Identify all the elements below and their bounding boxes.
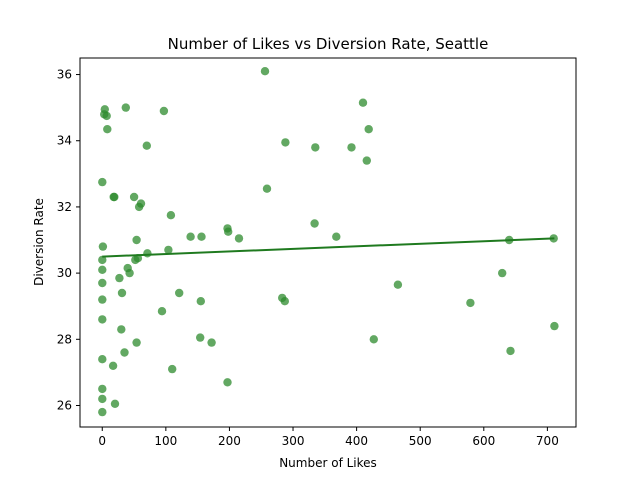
data-point [98,394,107,404]
data-point [506,346,515,356]
data-point [196,333,205,342]
data-point [115,273,124,283]
data-point [280,297,289,306]
data-point [175,288,184,298]
x-tick-label: 500 [409,434,432,448]
data-point [98,407,107,417]
data-point [98,384,107,394]
y-axis: 26 28 30 32 34 36 [57,68,80,412]
data-point [310,219,319,228]
trend-line [102,237,555,258]
y-axis-label: Diversion Rate [32,198,46,286]
x-tick-label: 300 [282,434,305,448]
data-point [466,298,475,308]
data-point [197,232,206,241]
data-point [498,268,507,278]
data-point [550,321,559,331]
data-point [262,184,272,193]
data-point [108,361,118,370]
trend-line-layer [102,237,555,258]
data-point [157,307,167,316]
y-tick-label: 26 [57,398,72,412]
data-point [98,355,107,364]
data-point [369,335,378,344]
data-point [98,315,107,324]
chart-title: Number of Likes vs Diversion Rate, Seatt… [168,35,489,53]
data-point [393,280,403,289]
data-point [117,288,127,298]
data-point [281,138,290,147]
data-point [132,235,141,245]
data-point [136,199,146,208]
x-tick-label: 100 [154,434,177,448]
data-point [98,265,107,274]
data-point [98,278,107,288]
data-point [186,232,195,241]
data-point [98,242,108,251]
data-point [103,125,112,134]
data-point [358,98,368,107]
data-point [364,125,373,134]
data-point [110,399,120,408]
data-point [98,177,107,187]
data-point [311,143,320,152]
data-point [132,338,141,347]
data-point [196,297,205,306]
x-tick-label: 600 [472,434,495,448]
data-point [102,111,111,121]
data-point [260,67,270,76]
data-point [143,249,152,258]
data-point [110,192,119,202]
x-tick-label: 200 [218,434,241,448]
data-point [168,364,177,374]
data-point [98,295,107,304]
data-point [100,105,110,114]
x-tick-label: 400 [345,434,368,448]
x-axis-label: Number of Likes [279,456,377,470]
data-point [223,378,232,387]
y-tick-label: 28 [57,332,72,346]
x-tick-label: 0 [98,434,106,448]
data-point [332,232,341,241]
x-tick-label: 700 [536,434,559,448]
data-point [164,245,173,255]
y-tick-label: 30 [57,266,72,280]
y-tick-label: 36 [57,68,72,82]
data-point [347,143,356,152]
data-point [142,141,151,150]
data-point [159,106,169,116]
y-tick-label: 34 [57,134,72,148]
data-point [120,348,129,357]
data-point [129,192,139,202]
data-point [125,268,134,278]
data-point [234,234,244,243]
x-axis: 0 100 200 300 400 500 600 700 [98,427,559,448]
data-point [166,211,176,220]
data-point [121,103,130,112]
points-layer [98,67,559,417]
plot-frame [79,57,577,428]
data-point [224,227,233,236]
y-tick-label: 32 [57,200,72,214]
data-point [207,338,216,347]
data-point [362,156,371,165]
data-point [98,255,107,265]
data-point [117,325,126,334]
